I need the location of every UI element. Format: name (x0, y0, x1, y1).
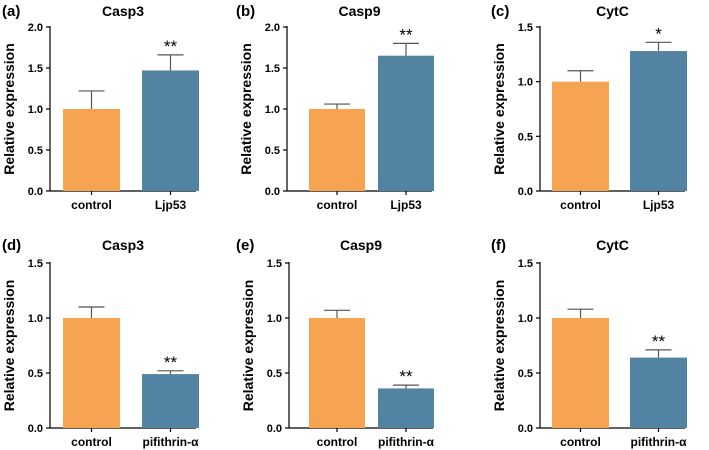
y-tick-label: 0.5 (267, 368, 282, 380)
significance-marker: * (655, 24, 662, 43)
bar-treatment (142, 70, 199, 191)
y-tick-label: 0.5 (518, 131, 533, 143)
y-tick-label: 0.0 (518, 423, 533, 435)
x-category-label: control (560, 435, 601, 449)
chart-title: CytC (596, 237, 629, 253)
significance-marker: ** (652, 332, 666, 351)
bar-control (552, 318, 609, 428)
x-category-label: Ljp53 (155, 198, 187, 212)
chart-panel-5: (e) Casp9 Relative expression 0.0 0.5 1.0 1.5 c… (236, 237, 435, 449)
chart-title: CytC (596, 3, 629, 19)
y-tick-label: 0.5 (28, 145, 43, 157)
x-category-label: Ljp53 (643, 198, 675, 212)
chart-panel-2: (b) Casp9 Relative expression 0.0 0.5 1.0 1.5 2… (236, 3, 434, 212)
y-tick-label: 1.5 (28, 63, 43, 75)
y-axis-label: Relative expression (238, 43, 254, 175)
bar-treatment (630, 357, 687, 428)
x-category-label: control (317, 198, 358, 212)
y-tick-label: 1.5 (267, 258, 282, 270)
y-tick-label: 1.5 (265, 63, 280, 75)
panel-letter: (e) (236, 237, 254, 254)
significance-marker: ** (399, 25, 413, 44)
x-category-label: control (560, 198, 601, 212)
x-category-label: control (71, 435, 112, 449)
panel-letter: (f) (491, 237, 506, 254)
bar-control (63, 109, 120, 191)
y-tick-label: 1.0 (28, 104, 43, 116)
bar-control (309, 109, 365, 191)
y-tick-label: 1.0 (267, 313, 282, 325)
y-tick-label: 1.0 (518, 77, 533, 89)
bar-treatment (142, 374, 199, 428)
x-category-label: control (317, 435, 358, 449)
chart-panel-1: (a) Casp3 Relative expression 0.0 0.5 1.0 1.5 2… (1, 3, 199, 212)
panel-letter: (c) (491, 3, 509, 20)
significance-marker: ** (164, 353, 178, 372)
chart-title: Casp3 (102, 237, 144, 253)
y-tick-label: 0.5 (265, 145, 280, 157)
y-tick-label: 2.0 (265, 22, 280, 34)
panel-letter: (d) (2, 237, 21, 254)
y-tick-label: 0.0 (518, 186, 533, 198)
x-category-label: pifithrin-α (378, 435, 435, 449)
y-axis-label: Relative expression (1, 43, 17, 175)
significance-marker: ** (399, 367, 413, 386)
chart-panel-4: (d) Casp3 Relative expression 0.0 0.5 1.0 1.5 c… (1, 237, 199, 449)
y-tick-label: 0.0 (28, 423, 43, 435)
y-tick-label: 0.5 (518, 368, 533, 380)
bar-treatment (378, 388, 434, 428)
y-tick-label: 0.0 (28, 186, 43, 198)
x-category-label: Ljp53 (390, 198, 422, 212)
bar-control (63, 318, 120, 428)
chart-title: Casp3 (102, 3, 144, 19)
x-category-label: pifithrin-α (142, 435, 199, 449)
y-axis-label: Relative expression (1, 280, 17, 412)
panel-letter: (b) (236, 3, 255, 20)
y-tick-label: 1.0 (28, 313, 43, 325)
chart-title: Casp9 (338, 3, 380, 19)
panel-letter: (a) (2, 3, 20, 20)
y-tick-label: 1.5 (518, 258, 533, 270)
chart-title: Casp9 (340, 237, 382, 253)
y-tick-label: 0.0 (265, 186, 280, 198)
y-tick-label: 2.0 (28, 22, 43, 34)
bar-control (552, 81, 609, 191)
y-axis-label: Relative expression (491, 280, 507, 412)
x-category-label: control (71, 198, 112, 212)
significance-marker: ** (164, 37, 178, 56)
y-axis-label: Relative expression (240, 280, 256, 412)
bar-treatment (630, 51, 687, 192)
bar-treatment (378, 55, 434, 192)
bar-control (309, 318, 365, 428)
y-tick-label: 1.5 (518, 22, 533, 34)
y-tick-label: 0.0 (267, 423, 282, 435)
chart-panel-6: (f) CytC Relative expression 0.0 0.5 1.0 1.5 co… (491, 237, 687, 449)
y-tick-label: 1.5 (28, 258, 43, 270)
chart-panel-3: (c) CytC Relative expression 0.0 0.5 1.0 1.5 co… (491, 3, 687, 212)
x-category-label: pifithrin-α (630, 435, 687, 449)
y-tick-label: 0.5 (28, 368, 43, 380)
y-axis-label: Relative expression (491, 43, 507, 175)
y-tick-label: 1.0 (265, 104, 280, 116)
y-tick-label: 1.0 (518, 313, 533, 325)
